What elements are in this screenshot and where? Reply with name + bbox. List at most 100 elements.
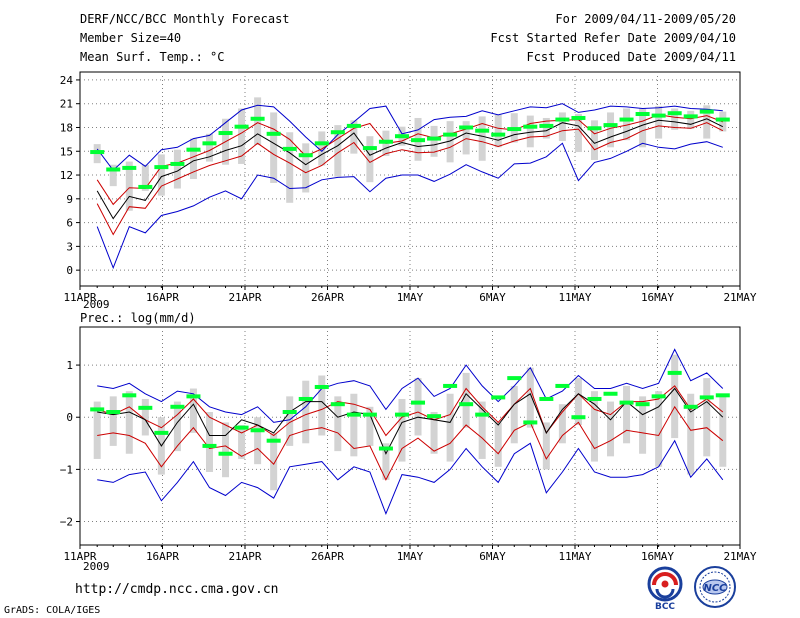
bcc-logo-text: BCC <box>655 602 675 611</box>
ensemble-box <box>189 138 197 179</box>
y-tick-label: 21 <box>60 98 73 111</box>
x-tick-label: 21APR <box>228 291 261 304</box>
observed-marker <box>651 394 666 399</box>
source-url[interactable]: http://cmdp.ncc.cma.gov.cn <box>75 582 279 597</box>
bottom-year-label: 2009 <box>83 560 110 573</box>
ensemble-box <box>398 398 406 462</box>
observed-marker <box>683 404 698 409</box>
ensemble-box <box>189 388 197 433</box>
series-line-mean <box>96 118 724 220</box>
series-line-lower <box>97 405 724 481</box>
x-tick-label: 6MAY <box>479 550 506 563</box>
ensemble-box <box>542 117 550 139</box>
observed-marker <box>218 451 233 456</box>
ensemble-box <box>109 396 117 446</box>
observed-marker <box>443 132 458 137</box>
x-tick-label: 26APR <box>311 291 344 304</box>
ensemble-box <box>254 417 262 465</box>
observed-marker <box>314 384 329 389</box>
ncc-logo-icon: NCC <box>694 566 736 608</box>
panel-temperature: 0 3 6 9 12 15 18 21 24 11APR 16APR 21APR 26APR 1MAY 6M… <box>60 71 757 304</box>
ensemble-box <box>286 396 294 446</box>
observed-marker <box>362 146 377 151</box>
observed-marker <box>314 141 329 146</box>
precip-variable-label: Prec.: log(mm/d) <box>80 311 196 325</box>
ensemble-box <box>590 120 598 160</box>
y-tick-label: −2 <box>60 516 73 529</box>
observed-marker <box>507 376 522 381</box>
ensemble-box <box>574 378 582 426</box>
observed-marker <box>443 383 458 388</box>
y-tick-label: 9 <box>66 193 73 206</box>
observed-marker <box>523 124 538 129</box>
observed-marker <box>330 130 345 135</box>
ensemble-box <box>574 114 582 153</box>
observed-marker <box>427 414 442 419</box>
observed-marker <box>507 127 522 132</box>
ensemble-box <box>173 149 181 189</box>
series-line-lower <box>96 122 724 236</box>
observed-marker <box>651 113 666 118</box>
ensemble-box <box>590 391 598 462</box>
observed-marker <box>234 425 249 430</box>
x-tick-label: 11MAY <box>558 291 591 304</box>
ensemble-box <box>334 125 342 177</box>
observed-marker <box>394 412 409 417</box>
ensemble-box <box>430 125 438 157</box>
ensemble-box <box>141 398 149 436</box>
ensemble-box <box>157 154 165 196</box>
ensemble-box <box>366 406 374 446</box>
ncc-logo-text: NCC <box>703 583 727 594</box>
observed-marker <box>619 117 634 122</box>
ensemble-box <box>125 161 133 211</box>
y-tick-label: −1 <box>60 463 73 476</box>
observed-marker <box>699 395 714 400</box>
observed-marker <box>715 117 730 122</box>
ensemble-box <box>719 396 727 467</box>
observed-marker <box>667 370 682 375</box>
ensemble-box <box>382 443 390 480</box>
observed-marker <box>282 410 297 415</box>
observed-marker <box>635 112 650 117</box>
observed-marker <box>298 153 313 158</box>
observed-marker <box>362 412 377 417</box>
observed-marker <box>202 443 217 448</box>
x-tick-label: 1MAY <box>397 291 424 304</box>
ensemble-box <box>558 404 566 444</box>
observed-marker <box>298 396 313 401</box>
x-tick-label: 16MAY <box>641 550 674 563</box>
observed-marker <box>186 394 201 399</box>
observed-marker <box>90 407 105 412</box>
observed-marker <box>90 150 105 155</box>
ensemble-box <box>607 401 615 457</box>
ensemble-box <box>430 412 438 454</box>
forecast-period: For 2009/04/11-2009/05/20 <box>555 12 736 26</box>
series-line-min <box>97 439 724 516</box>
observed-marker <box>475 412 490 417</box>
x-tick-label: 21MAY <box>723 291 756 304</box>
observed-marker <box>378 139 393 144</box>
ensemble-box <box>623 385 631 444</box>
x-tick-label: 6MAY <box>479 291 506 304</box>
observed-marker <box>122 393 137 398</box>
ensemble-box <box>93 401 101 459</box>
ensemble-box <box>703 378 711 457</box>
observed-marker <box>459 125 474 130</box>
observed-marker <box>154 165 169 170</box>
ensemble-box <box>446 393 454 462</box>
observed-marker <box>266 438 281 443</box>
ensemble-box <box>366 136 374 183</box>
ensemble-box <box>542 422 550 470</box>
observed-marker <box>603 123 618 128</box>
ensemble-box <box>703 105 711 139</box>
x-tick-label: 11APR <box>63 291 96 304</box>
ensemble-box <box>526 115 534 148</box>
x-tick-label: 26APR <box>311 550 344 563</box>
ensemble-box <box>205 133 213 162</box>
observed-marker <box>170 404 185 409</box>
member-size: Member Size=40 <box>80 31 182 45</box>
observed-marker <box>106 167 121 172</box>
ensemble-box <box>414 378 422 436</box>
y-tick-label: 18 <box>60 121 73 134</box>
observed-marker <box>667 111 682 116</box>
